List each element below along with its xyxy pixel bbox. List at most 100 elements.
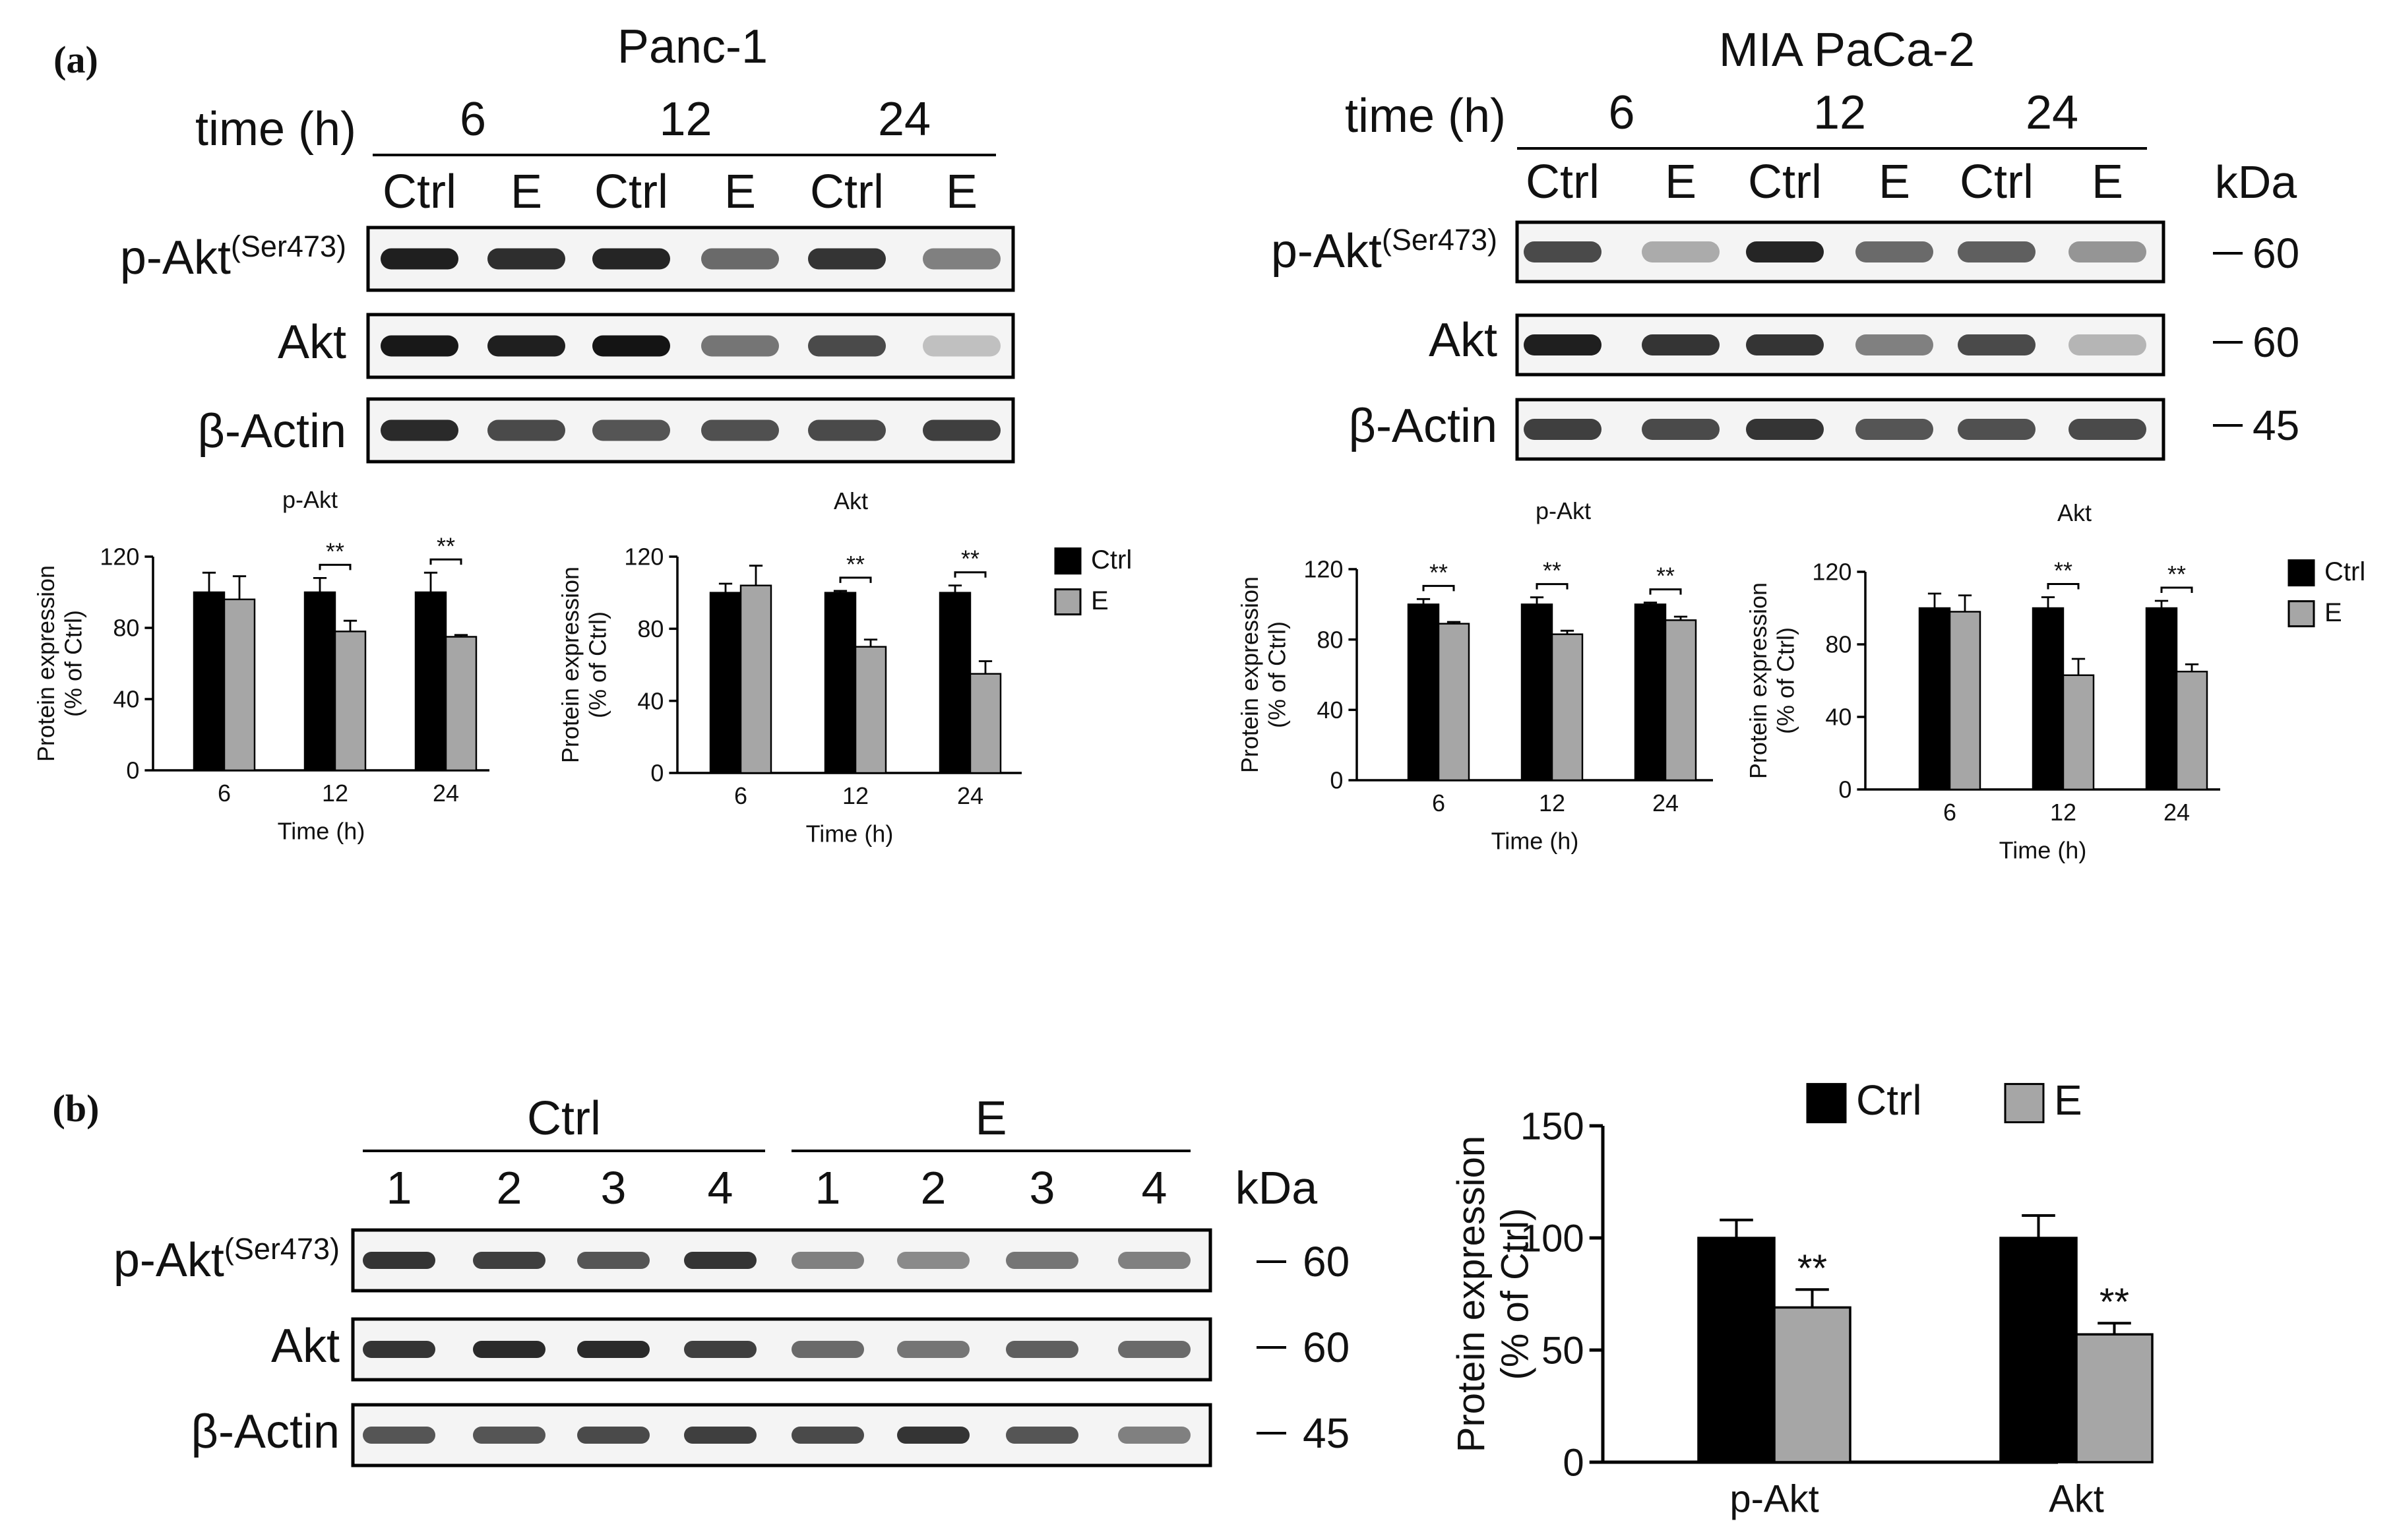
kda-value-b-2: 60 (1303, 1324, 1350, 1371)
legend-label-ctrl: Ctrl (1856, 1076, 1922, 1124)
y-axis-title-line-1: Protein expression (1236, 576, 1263, 773)
bar-e-24 (969, 673, 1002, 774)
row-label-b-pakt-superscript: (Ser473) (224, 1232, 340, 1266)
bar-ctrl-6 (1918, 607, 1951, 791)
blot-strip-3-band-6 (2068, 419, 2146, 440)
bar-chart-4: Akt 0 40 80 120 Protein expression (% of Ctrl)… (1745, 499, 2220, 863)
blot-strip-b-2 (351, 1317, 1212, 1382)
blot-strip-3-band-4 (701, 419, 779, 441)
legend: Ctrl E (2287, 557, 2365, 628)
lane-number-4: 4 (708, 1162, 733, 1214)
blot-strip-1 (366, 226, 1015, 292)
blot-strip-b-2-band-4 (684, 1341, 757, 1358)
blot-strip-3-band-1 (381, 419, 458, 441)
blot-strip-2 (1515, 313, 2165, 377)
lane-number-1: 1 (387, 1162, 412, 1214)
lane-number-5: 1 (815, 1162, 841, 1214)
bar-ctrl-6 (193, 591, 226, 772)
legend-label-ctrl: Ctrl (2324, 557, 2365, 586)
x-axis-title: Time (h) (806, 820, 894, 847)
legend-label-ctrl: Ctrl (1091, 545, 1132, 574)
significance-bracket-1 (1422, 584, 1455, 592)
legend-swatch-e (2287, 600, 2315, 628)
legend: Ctrl E (1054, 545, 1132, 616)
significance-marker-2: ** (326, 538, 344, 565)
y-tick-label-40: 40 (1317, 696, 1343, 724)
bar-e-pakt (1773, 1306, 1851, 1463)
y-tick-label-40: 40 (1825, 704, 1851, 731)
significance-bracket-2 (2047, 583, 2080, 590)
significance-marker-3: ** (1656, 563, 1675, 590)
y-tick-label-120: 120 (624, 543, 664, 570)
row-label-pakt-main: p-Akt (120, 231, 231, 284)
y-tick-label-120: 120 (100, 543, 139, 570)
row-label-pakt-main: p-Akt (1271, 225, 1382, 278)
blot-strip-b-2-band-6 (897, 1341, 970, 1358)
bar-e-24 (2175, 671, 2208, 791)
row-label-b-actin-main: β-Actin (191, 1405, 340, 1458)
blot-strip-b-3-band-1 (363, 1427, 435, 1444)
blot-strip-2-band-1 (1524, 334, 1602, 355)
y-tick-label-120: 120 (1812, 559, 1851, 586)
row-label-pakt-superscript: (Ser473) (231, 230, 346, 263)
lane-label-3: Ctrl (594, 166, 668, 218)
blot-strip-2-band-5 (808, 335, 886, 357)
row-label-actin-main: β-Actin (198, 405, 346, 458)
chart-title: p-Akt (282, 486, 338, 513)
bar-ctrl-akt (1999, 1237, 2078, 1463)
row-label-actin: β-Actin (198, 405, 346, 458)
legend-label-e: E (1091, 586, 1109, 615)
blot-strip-1-band-6 (923, 248, 1001, 270)
blot-strip-2-band-4 (1855, 334, 1933, 355)
kda-value-b-1: 60 (1303, 1238, 1350, 1285)
blot-strip-1-band-2 (1642, 241, 1720, 262)
panel-b: (b) Ctrl E 1 2 3 4 1 2 3 4 kDa p-Akt(Ser473) 60 Akt 60 β… (53, 1087, 1350, 1467)
blot-strip-3-band-5 (808, 419, 886, 441)
y-tick-label-0: 0 (1330, 767, 1343, 794)
blot-strip-3-band-1 (1524, 419, 1602, 440)
bar-e-12 (334, 631, 367, 772)
y-tick-label-0: 0 (1838, 776, 1851, 803)
blot-strip-3 (1515, 398, 2165, 461)
bar-ctrl-24 (414, 591, 447, 772)
blot-strip-b-2-band-8 (1118, 1341, 1191, 1358)
legend-swatch-ctrl (2287, 559, 2315, 587)
blot-strip-b-3-band-7 (1006, 1427, 1078, 1444)
x-tick-label-6: 6 (1432, 789, 1445, 816)
blot-strip-b-1-band-2 (473, 1252, 545, 1269)
blot-strip-1-band-1 (1524, 241, 1602, 262)
y-axis-title-line-1: Protein expression (1450, 1136, 1493, 1452)
bar-ctrl-12 (303, 591, 336, 772)
bar-chart-5: 0 50 100 150 Protein expression (% of Ctrl) p-… (1450, 1076, 2154, 1520)
blot-strip-b-1-band-5 (792, 1252, 864, 1269)
x-axis-title: Time (h) (1999, 836, 2087, 863)
group-label-ctrl: Ctrl (527, 1092, 601, 1145)
blot-strip-b-1-band-3 (577, 1252, 650, 1269)
lane-label-1: Ctrl (1526, 156, 1600, 208)
significance-marker-2: ** (2100, 1281, 2129, 1324)
significance-marker-3: ** (2167, 561, 2186, 588)
blot-strip-1 (1515, 220, 2165, 284)
x-tick-label-6: 6 (218, 780, 231, 807)
time-point-24: 24 (878, 93, 931, 146)
lane-label-2: E (511, 166, 542, 218)
row-label-akt-main: Akt (1429, 314, 1497, 367)
blot-strip-1-band-4 (1855, 241, 1933, 262)
blot-strip-2-band-4 (701, 335, 779, 357)
x-axis-title: Time (h) (278, 817, 365, 844)
y-axis-title-line-2: (% of Ctrl) (1494, 1208, 1537, 1380)
significance-bracket-3 (954, 571, 987, 578)
chart-title: Akt (2057, 499, 2092, 526)
legend-label-e: E (2054, 1076, 2082, 1124)
y-tick-label-80: 80 (113, 615, 139, 642)
significance-bracket-2 (319, 563, 352, 570)
lane-number-6: 2 (921, 1162, 947, 1214)
bar-e-24 (445, 636, 478, 772)
bar-ctrl-12 (2032, 607, 2065, 791)
blot-strip-1-band-4 (701, 248, 779, 270)
cell-line-title: MIA PaCa-2 (1719, 24, 1975, 77)
kda-title-b: kDa (1235, 1162, 1318, 1214)
y-axis-title-line-2: (% of Ctrl) (59, 610, 86, 717)
lane-number-8: 4 (1142, 1162, 1167, 1214)
